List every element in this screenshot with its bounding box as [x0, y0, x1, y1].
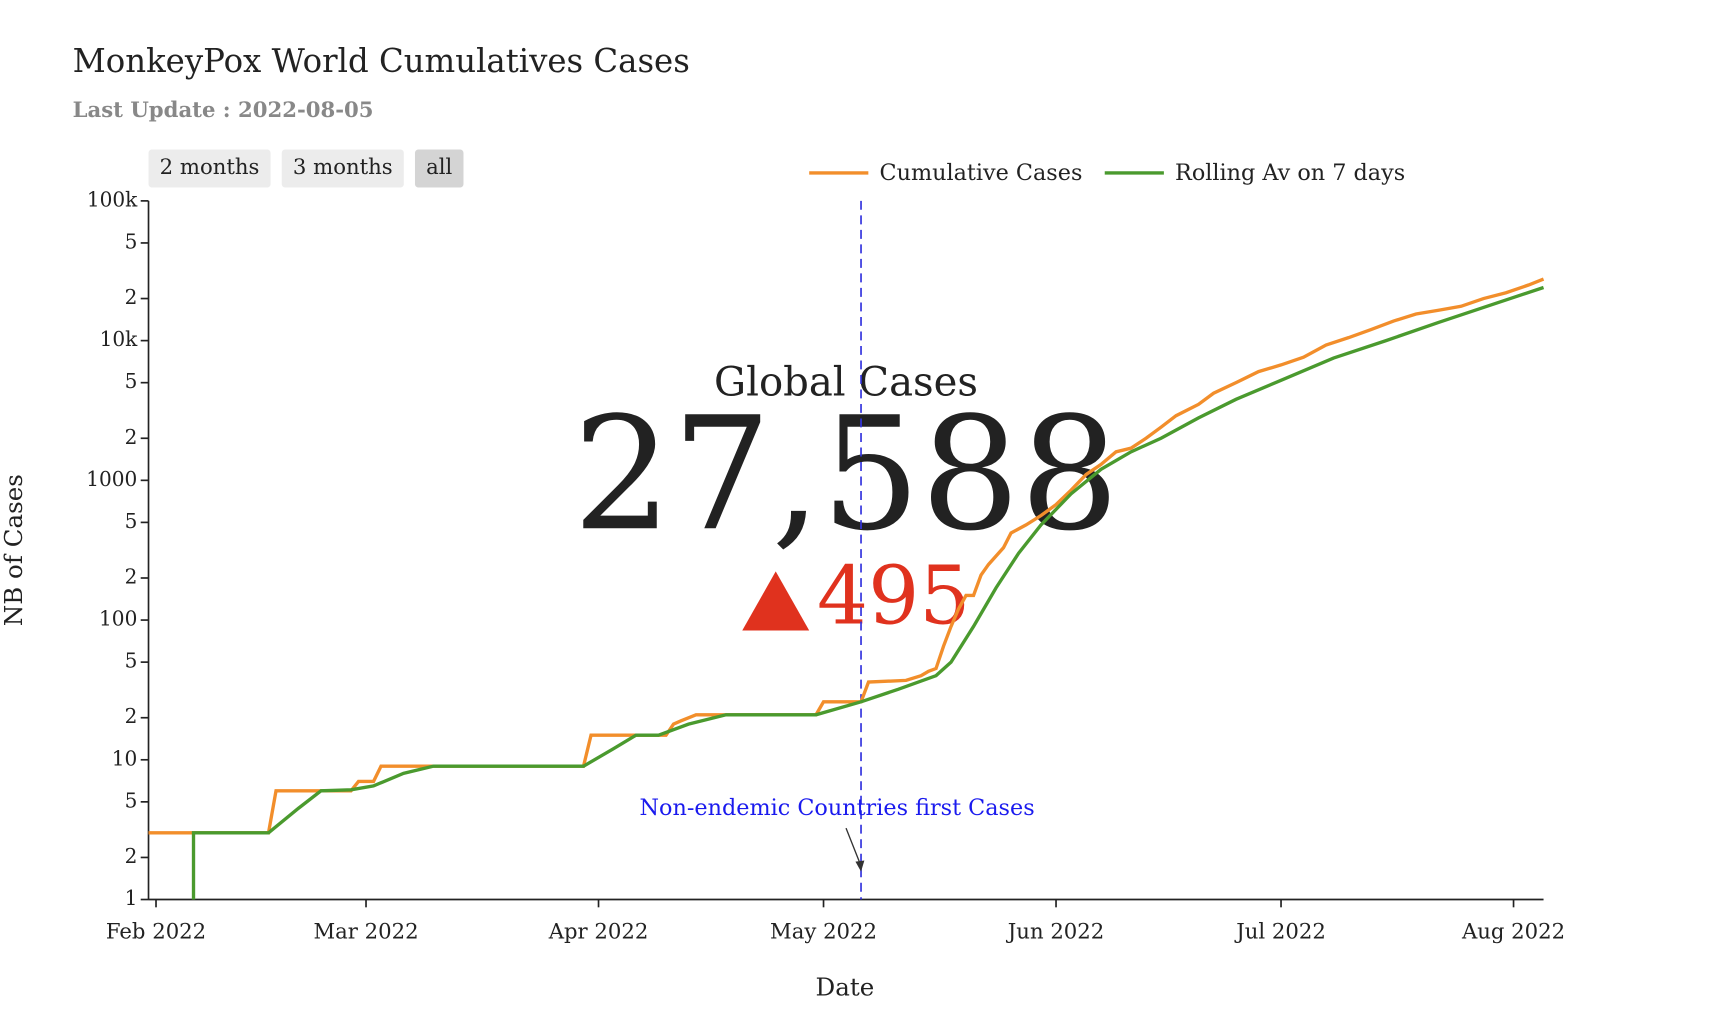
- kpi-up-arrow: [742, 571, 810, 631]
- y-tick-label: 2: [125, 565, 138, 589]
- button-label[interactable]: 3 months: [293, 154, 393, 179]
- kpi-change: 495: [817, 549, 970, 643]
- y-tick-label: 5: [125, 229, 138, 253]
- x-tick-label: Aug 2022: [1461, 918, 1565, 943]
- range-button[interactable]: 3 months: [281, 149, 404, 188]
- data-line: [191, 285, 1545, 900]
- legend-label: Cumulative Cases: [880, 160, 1083, 186]
- kpi-value: 27,588: [573, 383, 1120, 565]
- y-tick-label: 2: [125, 844, 138, 868]
- annotation-arrow: [845, 827, 862, 867]
- annotation-arrowhead: [855, 860, 865, 872]
- y-tick-label: 1000: [86, 467, 137, 491]
- annotation-text: Non-endemic Countries first Cases: [640, 795, 1035, 821]
- range-buttons: 2 months 3 months all: [148, 149, 464, 188]
- button-bg[interactable]: [414, 149, 464, 188]
- range-button[interactable]: 2 months: [148, 149, 271, 188]
- y-tick-label: 2: [125, 704, 138, 728]
- y-tick-label: 100: [99, 607, 137, 631]
- y-tick-label: 100k: [87, 187, 138, 211]
- button-bg[interactable]: [148, 149, 271, 188]
- legend-label: Rolling Av on 7 days: [1175, 160, 1405, 186]
- button-label[interactable]: 2 months: [160, 154, 260, 179]
- x-tick-label: Mar 2022: [313, 918, 418, 943]
- x-tick-label: Jun 2022: [1006, 918, 1104, 943]
- y-tick-label: 2: [125, 425, 138, 449]
- subtitle: Last Update : 2022-08-05: [73, 97, 374, 122]
- y-axis-label: NB of Cases: [0, 474, 28, 626]
- x-tick-label: May 2022: [770, 918, 877, 943]
- y-tick-label: 5: [125, 369, 138, 393]
- button-label[interactable]: all: [426, 154, 452, 179]
- chart-title: MonkeyPox World Cumulatives Cases: [73, 42, 690, 80]
- kpi-title: Global Cases: [714, 360, 978, 406]
- x-tick-label: Apr 2022: [548, 918, 649, 943]
- y-tick-label: 5: [125, 649, 138, 673]
- x-tick-label: Jul 2022: [1234, 918, 1326, 943]
- y-tick-label: 2: [125, 285, 138, 309]
- button-bg[interactable]: [281, 149, 404, 188]
- y-tick-label: 10: [112, 746, 138, 770]
- y-tick-label: 5: [125, 509, 138, 533]
- y-tick-label: 1: [125, 886, 138, 910]
- y-tick-label: 10k: [100, 327, 139, 351]
- range-button[interactable]: all: [414, 149, 464, 188]
- x-tick-label: Feb 2022: [106, 918, 206, 943]
- y-tick-label: 5: [125, 788, 138, 812]
- x-axis-label: Date: [816, 972, 875, 1001]
